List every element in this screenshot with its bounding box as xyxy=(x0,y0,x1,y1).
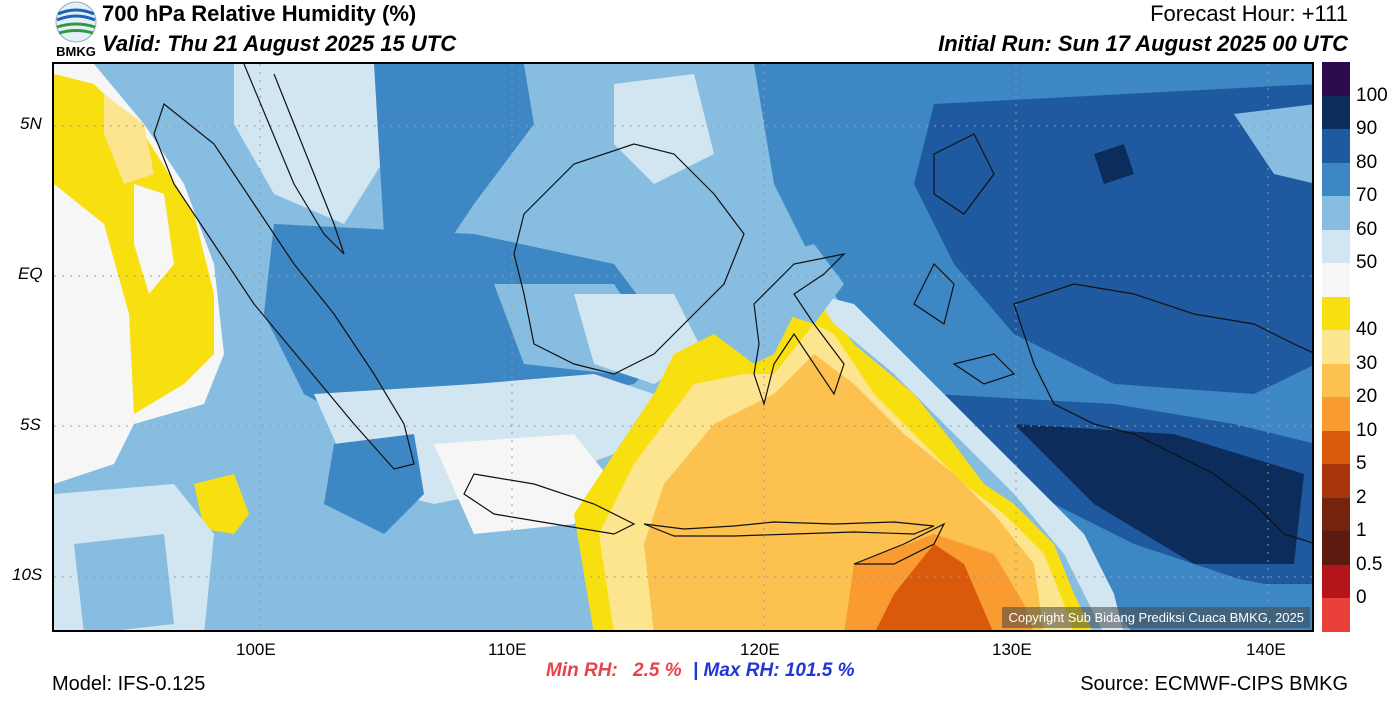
lon-label-120e: 120E xyxy=(740,640,780,659)
colorbar-label: 2 xyxy=(1356,486,1367,508)
colorbar-label: 80 xyxy=(1356,151,1378,173)
initial-run: Initial Run: Sun 17 August 2025 00 UTC xyxy=(938,31,1348,56)
lat-label-5n: 5N xyxy=(20,114,42,133)
colorbar-label: 70 xyxy=(1356,185,1378,207)
lat-label-10s: 10S xyxy=(12,565,43,584)
lat-label-eq: EQ xyxy=(18,264,43,283)
colorbar-segment xyxy=(1322,363,1350,398)
colorbar-label: 0 xyxy=(1356,587,1367,609)
colorbar-label: 1 xyxy=(1356,520,1367,542)
colorbar-segment xyxy=(1322,296,1350,331)
colorbar-segment xyxy=(1322,598,1350,633)
colorbar-label: 20 xyxy=(1356,386,1378,408)
colorbar-segment xyxy=(1322,196,1350,231)
min-rh-label: Min RH: xyxy=(546,660,618,681)
source-label: Source: ECMWF-CIPS BMKG xyxy=(1080,673,1348,695)
bmkg-logo: BMKG xyxy=(52,0,100,60)
logo-text: BMKG xyxy=(56,44,96,59)
lon-label-110e: 110E xyxy=(488,640,527,659)
colorbar-segment xyxy=(1322,162,1350,197)
colorbar-label: 0.5 xyxy=(1356,553,1383,575)
colorbar-label: 30 xyxy=(1356,352,1378,374)
colorbar-segment xyxy=(1322,564,1350,599)
lon-label-130e: 130E xyxy=(992,640,1032,659)
colorbar-label: 50 xyxy=(1356,252,1378,274)
lon-label-140e: 140E xyxy=(1246,640,1286,659)
colorbar-segment xyxy=(1322,464,1350,499)
valid-time: Valid: Thu 21 August 2025 15 UTC xyxy=(102,31,457,56)
map-title: 700 hPa Relative Humidity (%) xyxy=(102,1,417,26)
lon-label-100e: 100E xyxy=(236,640,276,659)
humidity-map[interactable]: Copyright Sub Bidang Prediksi Cuaca BMKG… xyxy=(52,62,1314,632)
colorbar-label: 40 xyxy=(1356,319,1378,341)
rh-stats: Min RH: 2.5 % | Max RH: 101.5 % xyxy=(546,660,855,682)
colorbar-segment xyxy=(1322,129,1350,164)
colorbar-segment xyxy=(1322,430,1350,465)
colorbar-label: 90 xyxy=(1356,118,1378,140)
min-rh-value: 2.5 % xyxy=(633,660,682,681)
model-label: Model: IFS-0.125 xyxy=(52,673,206,695)
colorbar xyxy=(1322,62,1350,633)
colorbar-label: 60 xyxy=(1356,218,1378,240)
colorbar-segment xyxy=(1322,330,1350,365)
colorbar-segment xyxy=(1322,62,1350,97)
stats-separator: | xyxy=(692,660,699,681)
max-rh-label: Max RH: xyxy=(703,660,780,681)
forecast-hour: Forecast Hour: +111 xyxy=(1150,1,1348,26)
colorbar-segment xyxy=(1322,95,1350,130)
colorbar-label: 5 xyxy=(1356,453,1367,475)
lat-label-5s: 5S xyxy=(20,415,41,434)
colorbar-segment xyxy=(1322,263,1350,298)
max-rh-value: 101.5 % xyxy=(784,660,855,681)
colorbar-segment xyxy=(1322,397,1350,432)
colorbar-segment xyxy=(1322,497,1350,532)
colorbar-segment xyxy=(1322,531,1350,566)
colorbar-label: 10 xyxy=(1356,419,1378,441)
copyright-note: Copyright Sub Bidang Prediksi Cuaca BMKG… xyxy=(1002,607,1310,628)
colorbar-segment xyxy=(1322,229,1350,264)
colorbar-label: 100 xyxy=(1356,84,1388,106)
